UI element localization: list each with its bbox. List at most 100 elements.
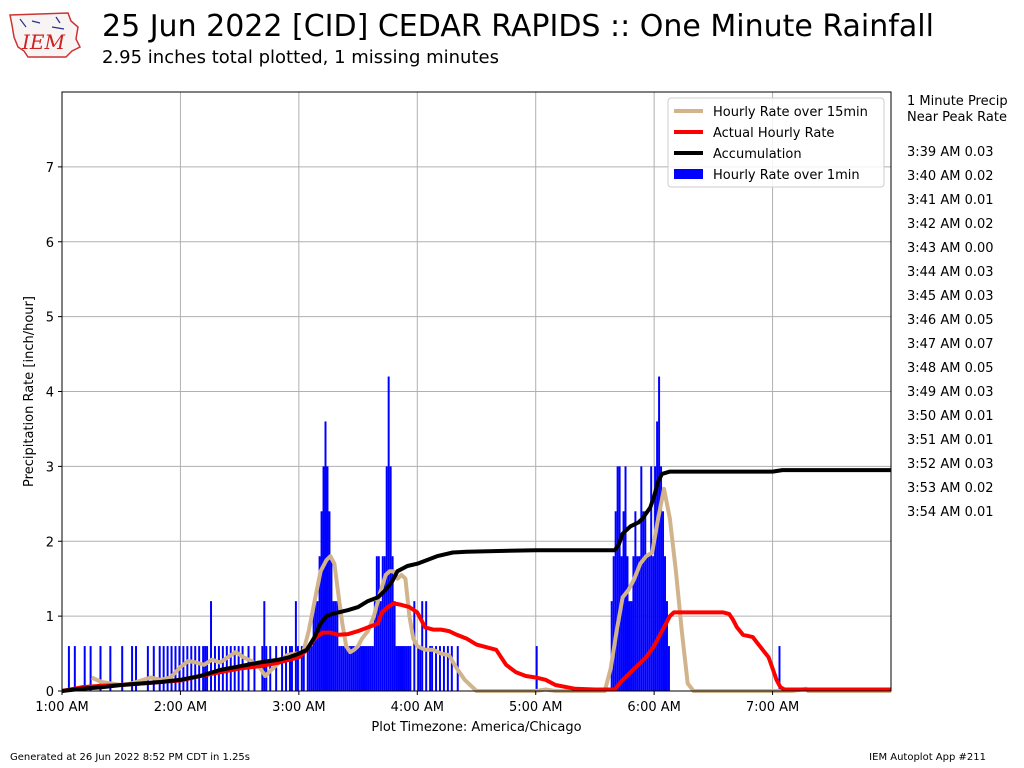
- peak-rate-row: 3:53 AM 0.02: [907, 481, 994, 496]
- rate-bar: [194, 646, 197, 691]
- rate-bar: [296, 646, 299, 691]
- rate-bar: [626, 556, 629, 691]
- rate-bar: [654, 466, 657, 691]
- rate-bar: [429, 646, 432, 691]
- rate-bar: [642, 511, 645, 691]
- rate-bar: [652, 556, 655, 691]
- rate-bar: [336, 601, 339, 691]
- rate-bar: [210, 601, 213, 691]
- rate-bar: [121, 646, 124, 691]
- peak-rate-row: 3:48 AM 0.05: [907, 361, 994, 376]
- page-subtitle: 2.95 inches total plotted, 1 missing min…: [102, 47, 499, 68]
- rate-bar: [658, 376, 661, 691]
- rate-bar: [667, 646, 670, 691]
- rate-bar: [131, 646, 134, 691]
- rate-bar: [407, 646, 410, 691]
- x-tick-label: 7:00 AM: [746, 700, 799, 715]
- rate-bar: [146, 646, 149, 691]
- rate-bar: [662, 511, 665, 691]
- rate-bar: [413, 601, 416, 691]
- y-axis-label: Precipitation Rate [inch/hour]: [22, 296, 37, 487]
- rate-bar: [328, 511, 331, 691]
- rate-bar: [166, 646, 169, 691]
- rate-bar: [340, 646, 343, 691]
- rate-bar: [656, 421, 659, 691]
- rate-bar: [660, 466, 663, 691]
- rate-bar: [360, 646, 363, 691]
- peak-rate-row: 3:41 AM 0.01: [907, 193, 994, 208]
- y-tick-label: 6: [46, 236, 54, 251]
- rate-bar: [632, 556, 635, 691]
- rate-bar: [399, 646, 402, 691]
- rate-bar: [417, 646, 420, 691]
- app-footer: IEM Autoplot App #211: [869, 752, 986, 763]
- rate-bar: [314, 601, 317, 691]
- rate-bar: [206, 646, 209, 691]
- rate-bar: [352, 646, 355, 691]
- rate-bar: [89, 646, 92, 691]
- rate-bar: [640, 466, 643, 691]
- rate-bar: [326, 466, 329, 691]
- rate-bar: [358, 646, 361, 691]
- peak-rate-row: 3:45 AM 0.03: [907, 289, 994, 304]
- side-panel-title-line2: Near Peak Rate: [907, 110, 1007, 125]
- legend-label: Hourly Rate over 15min: [713, 105, 868, 120]
- rate-bar: [198, 646, 201, 691]
- rate-bar: [290, 646, 293, 691]
- rate-bar: [204, 646, 207, 691]
- y-tick-label: 2: [46, 535, 54, 550]
- rate-bar: [294, 601, 297, 691]
- peak-rate-row: 3:54 AM 0.01: [907, 505, 994, 520]
- rate-bar: [438, 646, 441, 691]
- rate-bar: [391, 556, 394, 691]
- rate-bar: [373, 601, 376, 691]
- side-panel-title-line1: 1 Minute Precip: [907, 94, 1008, 109]
- rate-bar: [174, 646, 177, 691]
- rate-bar: [450, 646, 453, 691]
- rate-bar: [628, 601, 631, 691]
- rate-bar: [308, 646, 311, 691]
- rate-bar: [435, 646, 438, 691]
- rate-bar: [190, 646, 193, 691]
- rate-bar: [405, 646, 408, 691]
- rate-bar: [182, 646, 185, 691]
- peak-rate-row: 3:43 AM 0.00: [907, 241, 994, 256]
- rate-bar: [332, 601, 335, 691]
- rate-bar: [620, 556, 623, 691]
- legend-label: Accumulation: [713, 147, 802, 162]
- rate-bar: [356, 646, 359, 691]
- legend-box: [667, 97, 885, 188]
- y-tick-label: 0: [46, 685, 54, 700]
- rate-bar: [346, 646, 349, 691]
- rate-bar: [320, 511, 323, 691]
- y-tick-label: 4: [46, 386, 54, 401]
- rate-bar: [324, 421, 327, 691]
- rate-bar: [338, 646, 341, 691]
- rate-bar: [362, 646, 364, 691]
- y-tick-label: 3: [46, 460, 54, 475]
- peak-rate-row: 3:44 AM 0.03: [907, 265, 994, 280]
- x-tick-label: 6:00 AM: [627, 700, 680, 715]
- rate-bar: [135, 646, 138, 691]
- logo-text: IEM: [21, 30, 66, 54]
- x-tick-label: 1:00 AM: [35, 700, 88, 715]
- rate-bar: [186, 646, 189, 691]
- rate-bar: [73, 646, 76, 691]
- rate-bar: [99, 646, 102, 691]
- rate-bar: [648, 556, 651, 691]
- peak-rate-row: 3:49 AM 0.03: [907, 385, 994, 400]
- rate-bar: [109, 646, 112, 691]
- side-panel-title: 1 Minute Precip Near Peak Rate: [907, 94, 1008, 126]
- rate-bar: [363, 646, 366, 691]
- rate-bar: [67, 646, 70, 691]
- peak-rate-row: 3:52 AM 0.03: [907, 457, 994, 472]
- rate-bar: [312, 601, 315, 691]
- rate-bar: [421, 601, 424, 691]
- rate-bar: [152, 646, 155, 691]
- rate-bar: [618, 466, 621, 691]
- series-line-hourly15: [90, 486, 891, 693]
- rate-bar: [446, 646, 449, 691]
- rate-bar: [302, 646, 305, 691]
- rate-bar: [385, 466, 388, 691]
- rate-bar: [202, 646, 205, 691]
